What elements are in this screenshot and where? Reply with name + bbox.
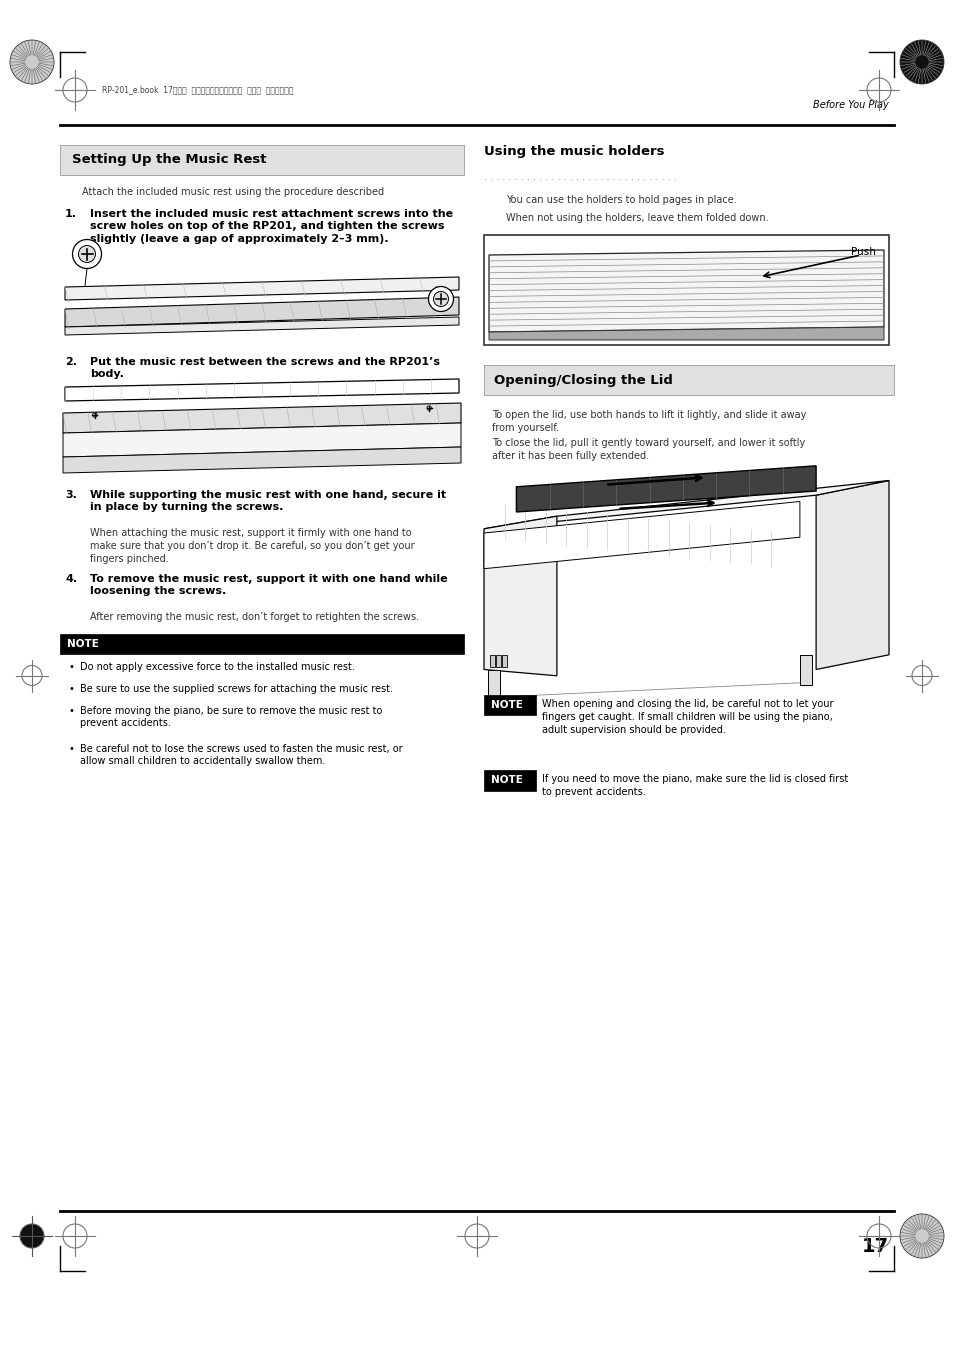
Circle shape [10, 41, 54, 84]
Text: 3.: 3. [65, 490, 77, 500]
Text: When opening and closing the lid, be careful not to let your
fingers get caught.: When opening and closing the lid, be car… [541, 698, 833, 735]
Circle shape [78, 246, 95, 262]
FancyBboxPatch shape [483, 770, 536, 790]
FancyBboxPatch shape [483, 694, 536, 715]
Text: While supporting the music rest with one hand, secure it
in place by turning the: While supporting the music rest with one… [90, 490, 446, 512]
Text: If you need to move the piano, make sure the lid is closed first
to prevent acci: If you need to move the piano, make sure… [541, 774, 847, 797]
FancyBboxPatch shape [483, 365, 893, 394]
Text: •: • [68, 684, 73, 694]
Polygon shape [65, 317, 458, 335]
FancyBboxPatch shape [60, 145, 463, 176]
Text: Before moving the piano, be sure to remove the music rest to
prevent accidents.: Before moving the piano, be sure to remo… [80, 707, 382, 728]
Polygon shape [65, 277, 458, 300]
Text: 2.: 2. [65, 357, 77, 367]
Text: Insert the included music rest attachment screws into the
screw holes on top of : Insert the included music rest attachmen… [90, 209, 453, 243]
Circle shape [20, 1224, 44, 1248]
Text: After removing the music rest, don’t forget to retighten the screws.: After removing the music rest, don’t for… [90, 612, 418, 621]
Text: Be careful not to lose the screws used to fasten the music rest, or
allow small : Be careful not to lose the screws used t… [80, 744, 402, 766]
Text: 17: 17 [861, 1238, 888, 1256]
Polygon shape [63, 447, 460, 473]
Text: Be sure to use the supplied screws for attaching the music rest.: Be sure to use the supplied screws for a… [80, 684, 393, 694]
Text: To open the lid, use both hands to lift it lightly, and slide it away
from yours: To open the lid, use both hands to lift … [492, 409, 805, 432]
Polygon shape [496, 655, 500, 667]
Polygon shape [488, 670, 499, 700]
Polygon shape [483, 516, 557, 676]
Polygon shape [815, 481, 888, 670]
Text: To remove the music rest, support it with one hand while
loosening the screws.: To remove the music rest, support it wit… [90, 574, 447, 596]
Polygon shape [483, 501, 799, 569]
Polygon shape [63, 403, 460, 434]
Text: RP-201_e.book  17ページ  ２００９年１１月２０日  金曜日  午後２時３分: RP-201_e.book 17ページ ２００９年１１月２０日 金曜日 午後２時… [102, 85, 294, 95]
Text: To close the lid, pull it gently toward yourself, and lower it softly
after it h: To close the lid, pull it gently toward … [492, 438, 804, 461]
Text: Push: Push [850, 247, 875, 257]
Text: Before You Play: Before You Play [812, 100, 888, 109]
Text: 1.: 1. [65, 209, 77, 219]
Polygon shape [65, 297, 458, 327]
Text: NOTE: NOTE [491, 700, 522, 711]
Text: •: • [68, 707, 73, 716]
Text: •: • [68, 744, 73, 754]
Polygon shape [483, 481, 888, 528]
Polygon shape [516, 466, 815, 512]
Text: You can use the holders to hold pages in place.: You can use the holders to hold pages in… [505, 195, 736, 205]
Text: · · · · · · · · · · · · · · · · · · · · · · · · · · · · · · · ·: · · · · · · · · · · · · · · · · · · · · … [483, 176, 679, 185]
Polygon shape [489, 250, 883, 332]
Text: •: • [68, 662, 73, 671]
Text: 4.: 4. [65, 574, 77, 584]
Polygon shape [490, 655, 495, 667]
Circle shape [428, 286, 453, 312]
Polygon shape [63, 423, 460, 457]
Text: When not using the holders, leave them folded down.: When not using the holders, leave them f… [505, 213, 768, 223]
Circle shape [899, 1215, 943, 1258]
Polygon shape [501, 655, 506, 667]
Text: Opening/Closing the Lid: Opening/Closing the Lid [494, 373, 672, 386]
Text: Using the music holders: Using the music holders [483, 145, 664, 158]
Polygon shape [65, 380, 458, 401]
Circle shape [72, 239, 101, 269]
Text: Put the music rest between the screws and the RP201’s
body.: Put the music rest between the screws an… [90, 357, 439, 380]
Polygon shape [799, 655, 811, 685]
Circle shape [433, 292, 448, 307]
Text: When attaching the music rest, support it firmly with one hand to
make sure that: When attaching the music rest, support i… [90, 528, 415, 563]
Polygon shape [489, 327, 883, 340]
Text: NOTE: NOTE [67, 639, 99, 648]
Text: Attach the included music rest using the procedure described: Attach the included music rest using the… [82, 186, 384, 197]
Text: Setting Up the Music Rest: Setting Up the Music Rest [71, 154, 266, 166]
Circle shape [899, 41, 943, 84]
Text: NOTE: NOTE [491, 775, 522, 785]
Text: Do not apply excessive force to the installed music rest.: Do not apply excessive force to the inst… [80, 662, 355, 671]
FancyBboxPatch shape [483, 235, 888, 345]
FancyBboxPatch shape [60, 634, 463, 654]
